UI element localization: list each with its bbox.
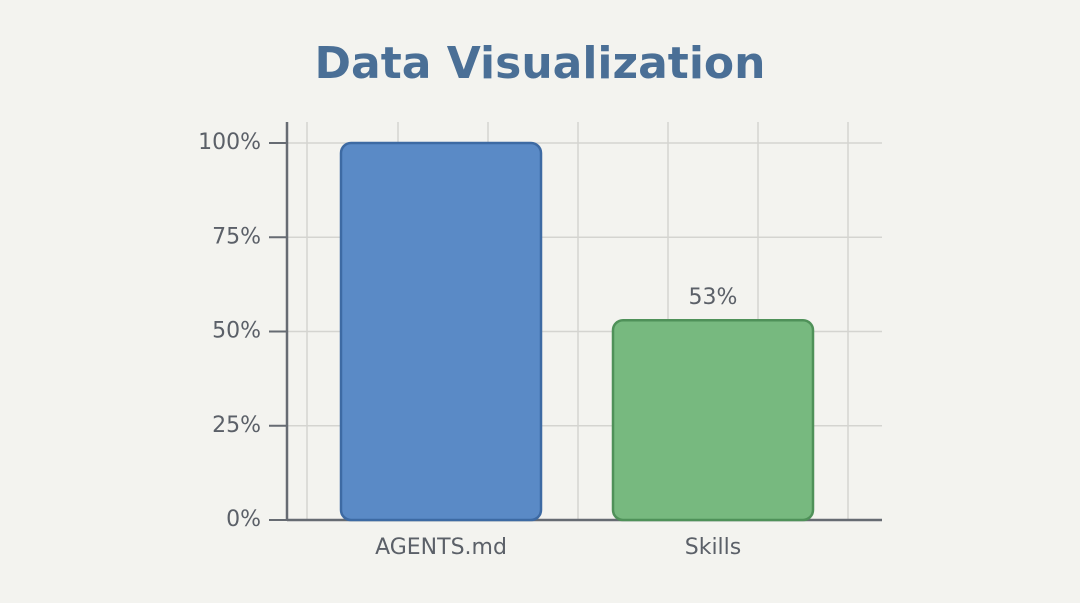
data-label: 53% [689, 285, 738, 310]
bar [611, 318, 815, 522]
chart-title: Data Visualization [315, 38, 766, 89]
y-tick-label: 100% [198, 130, 261, 155]
y-tick-label: 75% [212, 224, 261, 249]
x-tick-label: AGENTS.md [375, 535, 507, 560]
x-tick-label: Skills [685, 535, 742, 560]
y-tick-label: 0% [226, 507, 261, 532]
y-tick-label: 25% [212, 413, 261, 438]
bar [339, 141, 543, 522]
y-tick-label: 50% [212, 319, 261, 344]
